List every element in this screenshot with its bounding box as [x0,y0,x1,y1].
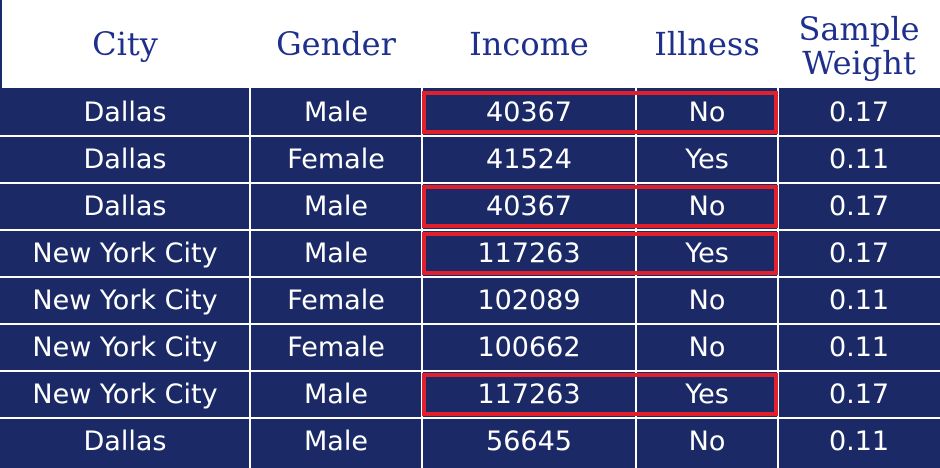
cell-city: New York City [32,238,218,269]
cell-income: 117263 [477,238,581,269]
cell-city: Dallas [83,191,167,222]
column-divider [777,88,779,468]
cell-gender: Male [304,379,368,410]
column-divider [421,88,423,468]
table-row: Dallas Male 56645 No 0.11 [0,418,940,465]
cell-city: New York City [32,332,218,363]
row-divider [0,370,940,372]
cell-income: 117263 [477,379,581,410]
table-row: Dallas Male 40367 No 0.17 [0,89,940,136]
cell-gender: Male [304,426,368,457]
data-table: Dallas Male 40367 No 0.17 Dallas Female 41524 Ye… [0,88,940,468]
header-city: City [92,25,158,63]
row-divider [0,229,940,231]
header-income: Income [469,25,589,63]
cell-gender: Male [304,238,368,269]
cell-illness: No [688,285,726,316]
cell-income: 41524 [486,144,572,175]
cell-income: 100662 [477,332,581,363]
cell-sample-weight: 0.11 [828,332,890,363]
row-divider [0,323,940,325]
cell-income: 40367 [486,191,572,222]
cell-city: New York City [32,379,218,410]
cell-gender: Male [304,191,368,222]
highlight-box [422,373,778,416]
table-row: New York City Male 117263 Yes 0.17 [0,230,940,277]
table-row: Dallas Male 40367 No 0.17 [0,183,940,230]
cell-illness: No [688,191,726,222]
cell-sample-weight: 0.11 [828,285,890,316]
cell-income: 102089 [477,285,581,316]
header-gender: Gender [276,25,396,63]
highlight-box [422,185,778,228]
cell-sample-weight: 0.17 [828,379,890,410]
cell-sample-weight: 0.17 [828,191,890,222]
table-row: Dallas Female 41524 Yes 0.11 [0,136,940,183]
table-row: New York City Male 117263 Yes 0.17 [0,371,940,418]
row-divider [0,417,940,419]
column-divider [249,88,251,468]
cell-city: New York City [32,285,218,316]
cell-sample-weight: 0.11 [828,144,890,175]
cell-sample-weight: 0.17 [828,238,890,269]
cell-sample-weight: 0.17 [828,97,890,128]
highlight-box [422,91,778,134]
cell-illness: No [688,332,726,363]
cell-income: 40367 [486,97,572,128]
highlight-box [422,232,778,275]
cell-city: Dallas [83,426,167,457]
row-divider [0,276,940,278]
left-edge-line [0,0,2,88]
row-divider [0,135,940,137]
cell-illness: Yes [685,379,729,410]
cell-gender: Male [304,97,368,128]
row-divider [0,182,940,184]
cell-city: Dallas [83,97,167,128]
cell-gender: Female [287,285,385,316]
cell-illness: Yes [685,238,729,269]
cell-gender: Female [287,144,385,175]
cell-illness: No [688,426,726,457]
cell-city: Dallas [83,144,167,175]
cell-sample-weight: 0.11 [828,426,890,457]
cell-illness: Yes [685,144,729,175]
column-divider [635,88,637,468]
header-illness: Illness [654,25,760,63]
table-row: New York City Female 102089 No 0.11 [0,277,940,324]
cell-illness: No [688,97,726,128]
cell-income: 56645 [486,426,572,457]
table-header: City Gender Income Illness Sample Weight [0,0,940,88]
header-sample-weight: Sample Weight [798,10,920,82]
table-row: New York City Female 100662 No 0.11 [0,324,940,371]
cell-gender: Female [287,332,385,363]
